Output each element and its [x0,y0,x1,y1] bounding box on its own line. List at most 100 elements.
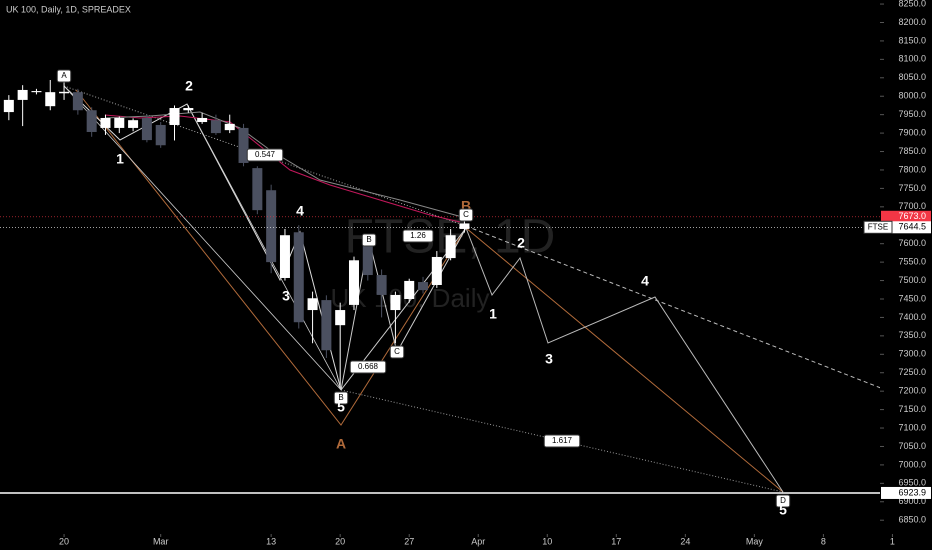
wave-label: 2 [517,235,525,251]
x-tick-label: 17 [611,536,621,546]
x-tick-label: 24 [680,536,690,546]
y-tick-label: 8100.0 [898,54,926,64]
candle-body [45,92,56,107]
candle-body [252,168,263,211]
y-tick-label: 6900.0 [898,496,926,506]
candle-body [362,245,373,276]
x-tick-label: Mar [153,536,169,546]
y-tick-label: 7800.0 [898,164,926,174]
y-tick-label: 8000.0 [898,91,926,101]
trend-line [340,389,784,493]
annotation-label: C [463,210,469,219]
candle-body [114,117,125,128]
price-tag-label: 7673.0 [898,211,926,221]
annotation-label: 0.668 [358,362,379,371]
wave-label: 4 [641,273,649,289]
candle-body [348,260,359,305]
y-tick-label: 6950.0 [898,478,926,488]
candle-body [72,92,83,111]
annotation-label: D [780,496,786,505]
wave-label: 4 [296,203,304,219]
candle-body [335,310,346,326]
x-tick-label: 8 [821,536,826,546]
wave-label: 5 [779,502,787,518]
candle-body [141,117,152,141]
y-tick-label: 7250.0 [898,367,926,377]
y-tick-label: 7600.0 [898,238,926,248]
y-tick-label: 7350.0 [898,330,926,340]
annotation-label: 1.617 [552,436,573,445]
annotation-box [56,69,72,83]
candle-body [100,117,111,128]
y-tick-label: 7100.0 [898,422,926,432]
candle-body [459,223,470,229]
y-tick-label: 7750.0 [898,183,926,193]
candle-body [404,280,415,299]
annotation-box [458,208,474,222]
trend-line [63,85,467,227]
candle-body [418,282,429,291]
annotation-box [543,434,581,448]
candle-body [86,110,97,132]
candle-body [197,117,208,123]
x-tick-label: 20 [59,536,69,546]
candle-body [155,124,166,146]
candle-body [224,123,235,131]
wave-label: 1 [489,306,497,322]
candle-body [31,91,42,93]
wave-label: 2 [185,78,193,94]
candle-body [390,294,401,311]
y-tick-label: 7400.0 [898,312,926,322]
wave-label: 5 [337,399,345,415]
x-tick-label: 10 [542,536,552,546]
moving-average [104,111,467,219]
symbol-tag [863,220,893,234]
wave-line [63,85,342,391]
x-tick-label: 20 [335,536,345,546]
price-axis [880,0,932,550]
y-tick-label: 7200.0 [898,386,926,396]
price-tag [881,210,931,223]
chart-title: UK 100, Daily, 1D, SPREADEX [6,4,131,14]
candle-body [279,235,290,278]
price-tag-label: 7644.5 [898,222,926,232]
y-tick-label: 7150.0 [898,404,926,414]
wave-label: A [336,436,346,452]
annotation-box [333,391,349,405]
y-tick-label: 7550.0 [898,257,926,267]
y-tick-label: 7500.0 [898,275,926,285]
price-tag-label: 6923.9 [898,487,926,497]
candle-body [307,298,318,311]
annotation-box [775,494,791,508]
annotation-label: B [338,393,343,402]
price-tag [881,221,931,234]
candle-body [266,190,277,263]
annotation-label: C [394,347,400,356]
y-tick-label: 8150.0 [898,35,926,45]
annotation-label: 1.26 [410,231,426,240]
trend-line [465,225,932,409]
candle-body [59,91,70,94]
wave-line [75,89,784,493]
candle-body [293,232,304,323]
y-tick-label: 7050.0 [898,441,926,451]
candle-body [210,120,221,134]
y-tick-label: 8250.0 [898,0,926,8]
annotation-box [361,233,377,247]
x-tick-label: 27 [404,536,414,546]
candle-body [445,235,456,259]
y-tick-label: 7300.0 [898,349,926,359]
y-tick-label: 7450.0 [898,293,926,303]
candle-body [183,108,194,111]
wave-label: 1 [116,151,124,167]
candle-body [17,89,28,100]
y-tick-label: 6850.0 [898,515,926,525]
x-tick-label: May [746,536,764,546]
annotation-label: A [61,71,67,80]
annotation-label: 0.547 [255,150,276,159]
wave-label: 3 [545,351,553,367]
wave-line [465,227,784,493]
candle-body [238,127,249,163]
y-tick-label: 8050.0 [898,72,926,82]
x-tick-label: 13 [266,536,276,546]
